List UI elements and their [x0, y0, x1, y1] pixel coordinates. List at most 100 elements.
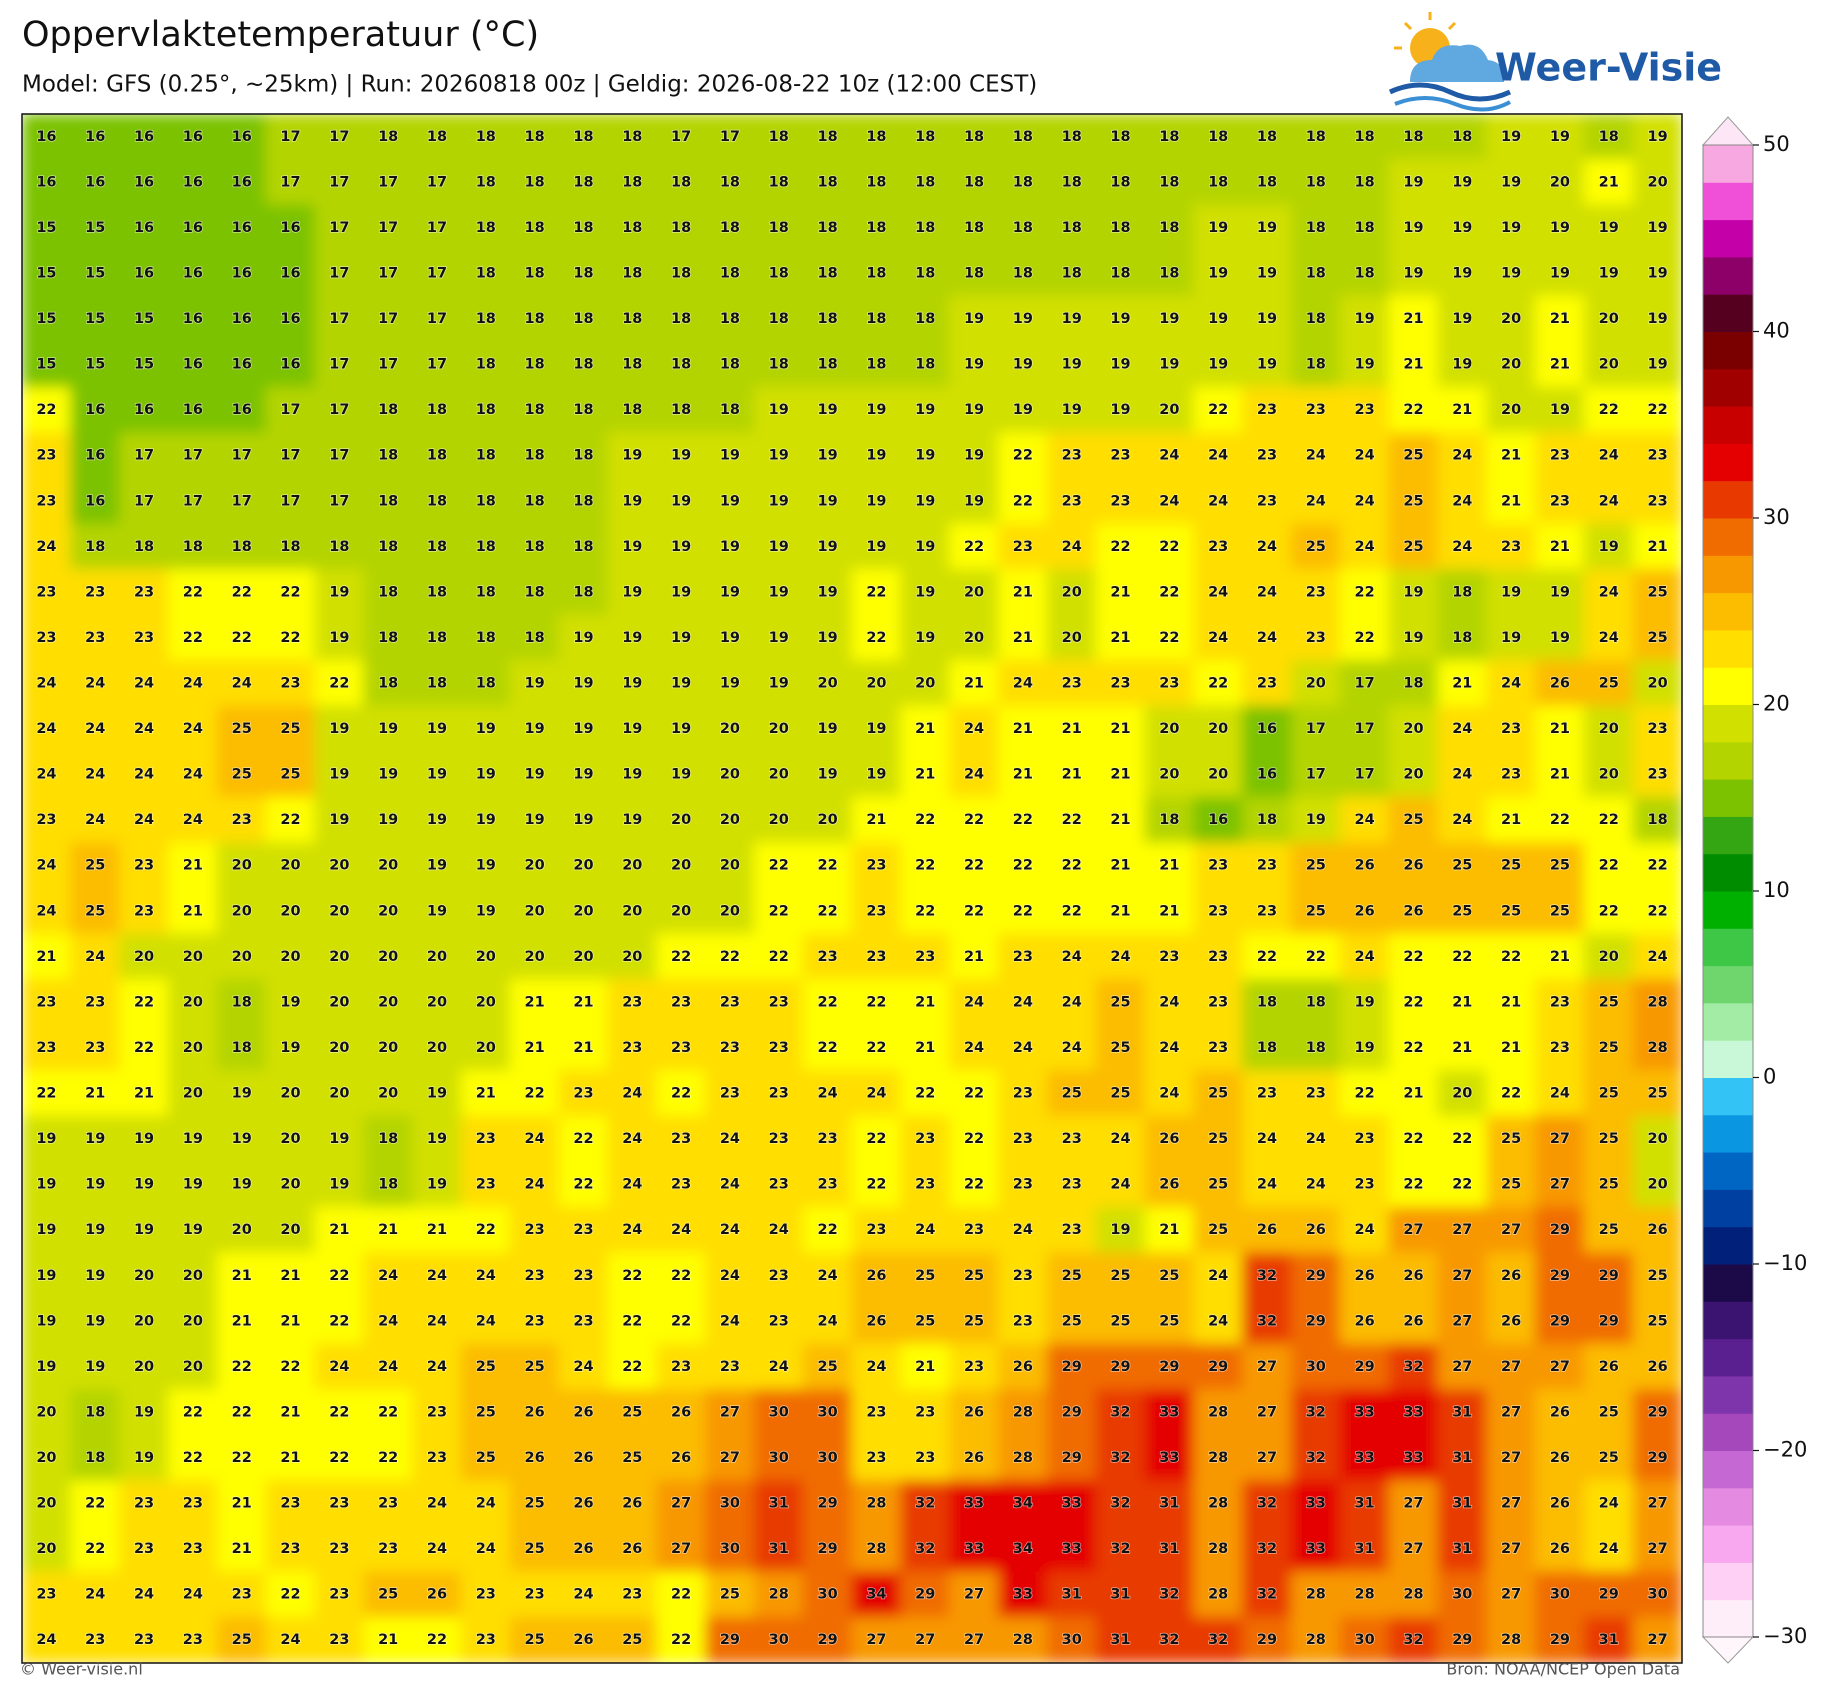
temperature-cell: [1486, 1571, 1537, 1618]
logo-wave: [1388, 82, 1512, 102]
temperature-cell: [363, 1115, 414, 1163]
temperature-label: 20: [1159, 721, 1179, 737]
temperature-cell: [1486, 1343, 1537, 1391]
temperature-cell: [1437, 888, 1488, 935]
temperature-cell: [412, 796, 462, 844]
temperature-label: 22: [232, 1359, 252, 1375]
temperature-cell: [607, 796, 658, 844]
temperature-cell: [1437, 1343, 1488, 1391]
temperature-cell: [22, 1206, 72, 1254]
temperature-label: 24: [476, 1541, 496, 1557]
temperature-label: 18: [915, 311, 935, 327]
temperature-label: 26: [1159, 1131, 1179, 1147]
temperature-cell: [216, 1616, 267, 1663]
temperature-label: 25: [1550, 903, 1570, 919]
temperature-label: 20: [329, 1086, 349, 1102]
temperature-cell: [460, 751, 511, 798]
temperature-cell: [705, 1206, 755, 1254]
temperature-cell: [1583, 159, 1634, 206]
map-frame: [21, 113, 1683, 1664]
temperature-label: 24: [573, 1587, 593, 1603]
temperature-cell: [1632, 1024, 1682, 1072]
temperature-label: 23: [769, 994, 789, 1010]
temperature-cell: [363, 705, 414, 753]
temperature-cell: [656, 614, 707, 662]
temperature-cell: [1632, 523, 1682, 571]
temperature-cell: [705, 1070, 755, 1117]
temperature-label: 24: [1257, 539, 1277, 555]
temperature-cell: [1242, 1434, 1292, 1482]
temperature-label: 25: [1647, 584, 1667, 600]
temperature-cell: [412, 432, 462, 479]
temperature-label: 21: [1501, 493, 1521, 509]
temperature-label: 19: [1013, 311, 1033, 327]
temperature-cell: [1632, 1616, 1682, 1663]
temperature-cell: [265, 569, 316, 616]
temperature-cell: [607, 1070, 658, 1117]
temperature-label: 22: [1452, 1131, 1472, 1147]
temperature-cell: [22, 1115, 72, 1163]
temperature-cell: [314, 386, 365, 434]
temperature-cell: [119, 1298, 169, 1345]
temperature-label: 27: [915, 1632, 935, 1648]
temperature-cell: [1144, 159, 1195, 206]
temperature-label: 23: [671, 1177, 691, 1193]
temperature-cell: [949, 386, 999, 434]
temperature-cell: [1242, 1480, 1292, 1527]
temperature-cell: [1242, 1024, 1292, 1072]
temperature-label: 20: [378, 903, 398, 919]
temperature-label: 21: [1013, 584, 1033, 600]
temperature-label: 20: [1501, 402, 1521, 418]
temperature-label: 24: [85, 721, 105, 737]
temperature-cell: [314, 888, 365, 935]
temperature-cell: [705, 1525, 755, 1573]
temperature-cell: [1437, 1206, 1488, 1254]
temperature-cell: [70, 1298, 121, 1345]
temperature-cell: [1242, 204, 1292, 252]
temperature-label: 23: [720, 1040, 740, 1056]
temperature-label: 25: [1501, 1177, 1521, 1193]
temperature-cell: [119, 295, 169, 343]
temperature-cell: [1632, 888, 1682, 935]
temperature-cell: [1535, 523, 1585, 571]
temperature-cell: [265, 1389, 316, 1436]
temperature-cell: [265, 842, 316, 889]
temperature-label: 32: [1306, 1450, 1326, 1466]
temperature-cell: [363, 1298, 414, 1345]
temperature-cell: [1046, 1298, 1097, 1345]
temperature-label: 16: [183, 174, 203, 190]
temperature-label: 22: [915, 903, 935, 919]
temperature-cell: [1339, 842, 1390, 889]
temperature-label: 19: [769, 584, 789, 600]
temperature-cell: [119, 341, 169, 388]
temperature-cell: [216, 888, 267, 935]
temperature-label: 19: [134, 1177, 154, 1193]
colorbar-band: [1703, 853, 1753, 892]
temperature-cell: [1535, 341, 1585, 388]
temperature-label: 21: [915, 767, 935, 783]
temperature-cell: [1535, 979, 1585, 1026]
temperature-label: 20: [720, 721, 740, 737]
temperature-label: 21: [183, 903, 203, 919]
temperature-label: 23: [964, 1359, 984, 1375]
temperature-cell: [949, 159, 999, 206]
temperature-cell: [1486, 1525, 1537, 1573]
temperature-label: 18: [671, 174, 691, 190]
temperature-cell: [460, 1252, 511, 1300]
temperature-label: 19: [427, 721, 447, 737]
temperature-cell: [1632, 660, 1682, 707]
temperature-cell: [119, 250, 169, 297]
temperature-label: 30: [769, 1450, 789, 1466]
temperature-label: 17: [1355, 767, 1375, 783]
temperature-label: 25: [1501, 1131, 1521, 1147]
temperature-label: 21: [1110, 767, 1130, 783]
temperature-cell: [1388, 1115, 1439, 1163]
temperature-label: 18: [1013, 174, 1033, 190]
colorbar-band: [1703, 779, 1753, 817]
temperature-cell: [1339, 250, 1390, 297]
temperature-cell: [1632, 979, 1682, 1026]
temperature-label: 19: [1501, 630, 1521, 646]
temperature-label: 16: [85, 493, 105, 509]
temperature-cell: [1583, 341, 1634, 388]
temperature-label: 22: [817, 994, 837, 1010]
